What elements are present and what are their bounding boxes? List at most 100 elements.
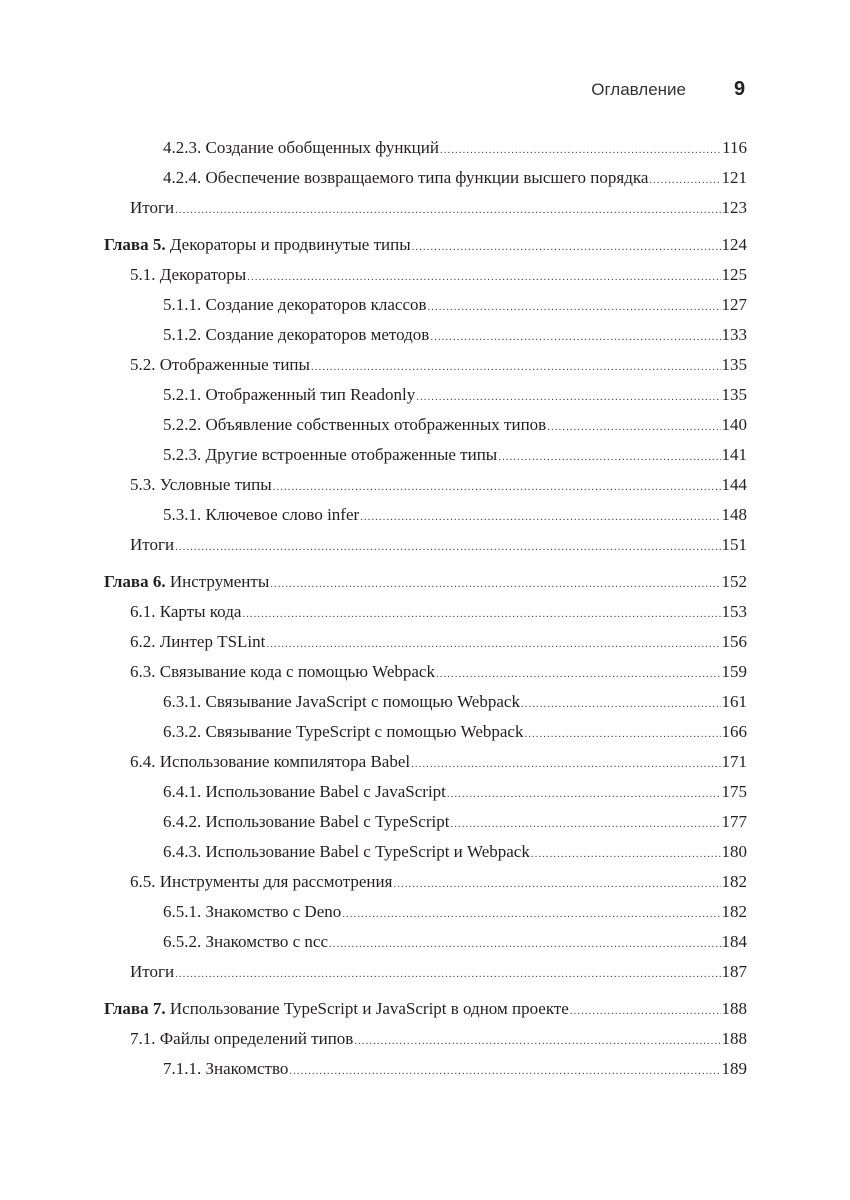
toc-entry[interactable]: 7.1.1. Знакомство 189: [104, 1054, 747, 1084]
toc-entry[interactable]: 4.2.4. Обеспечение возвращаемого типа фу…: [104, 163, 747, 193]
toc-entry-page: 144: [721, 475, 748, 494]
dot-leader: [393, 869, 720, 899]
toc-entry-label: 5.1.1. Создание декораторов классов: [163, 295, 427, 314]
toc-entry-page: 153: [721, 602, 748, 621]
toc-entry[interactable]: 6.5.1. Знакомство с Deno 182: [104, 897, 747, 927]
chapter-title: Инструменты: [165, 572, 270, 591]
running-header-title: Оглавление: [591, 80, 686, 99]
toc-entry-label: 6.4.1. Использование Babel с JavaScript: [163, 782, 446, 801]
dot-leader: [175, 532, 720, 562]
toc-entry-label: 5.3.1. Ключевое слово infer: [163, 505, 360, 524]
toc-entry-page: 135: [721, 355, 748, 374]
toc-entry[interactable]: 5.1.2. Создание декораторов методов 133: [104, 320, 747, 350]
toc-entry[interactable]: 5.3.1. Ключевое слово infer 148: [104, 500, 747, 530]
toc-entry-page: 141: [721, 445, 748, 464]
toc-entry-page: 188: [721, 999, 748, 1018]
dot-leader: [531, 839, 721, 869]
toc-entry[interactable]: Итоги 187: [104, 957, 747, 987]
toc-entry[interactable]: 6.2. Линтер TSLint 156: [104, 627, 747, 657]
toc-entry-page: 148: [721, 505, 748, 524]
toc-entry[interactable]: 6.4. Использование компилятора Babel 171: [104, 747, 747, 777]
toc-entry-label: 4.2.4. Обеспечение возвращаемого типа фу…: [163, 168, 649, 187]
dot-leader: [273, 472, 721, 502]
dot-leader: [570, 996, 721, 1026]
dot-leader: [430, 322, 720, 352]
dot-leader: [175, 959, 720, 989]
toc-entry-page: 177: [721, 812, 748, 831]
page-number: 9: [734, 78, 746, 100]
toc-entry-label: Глава 5. Декораторы и продвинутые типы: [104, 230, 411, 260]
toc-entry-page: 189: [721, 1059, 748, 1078]
toc-entry-label: 5.3. Условные типы: [130, 475, 272, 494]
toc-entry-label: 6.4.2. Использование Babel с TypeScript: [163, 812, 450, 831]
toc-entry[interactable]: 6.5.2. Знакомство с ncc 184: [104, 927, 747, 957]
toc-entry-page: 184: [721, 932, 748, 951]
toc-entry-page: 152: [721, 572, 748, 591]
dot-leader: [447, 779, 721, 809]
toc-entry[interactable]: 6.3.1. Связывание JavaScript с помощью W…: [104, 687, 747, 717]
toc-entry[interactable]: 5.2.2. Объявление собственных отображенн…: [104, 410, 747, 440]
toc-entry[interactable]: 5.2.3. Другие встроенные отображенные ти…: [104, 440, 747, 470]
toc-entry-label: 5.1. Декораторы: [130, 265, 247, 284]
toc-entry[interactable]: 6.5. Инструменты для рассмотрения 182: [104, 867, 747, 897]
toc-entry-page: 135: [721, 385, 748, 404]
toc-entry[interactable]: 6.4.2. Использование Babel с TypeScript 1…: [104, 807, 747, 837]
dot-leader: [270, 569, 720, 599]
dot-leader: [428, 292, 721, 322]
toc-entry-label: 6.3. Связывание кода с помощью Webpack: [130, 662, 435, 681]
toc-entry-page: 187: [721, 962, 748, 981]
toc-entry-label: Итоги: [130, 198, 175, 217]
toc-entry-label: 6.3.1. Связывание JavaScript с помощью W…: [163, 692, 520, 711]
toc-entry-label: 6.5.2. Знакомство с ncc: [163, 932, 329, 951]
toc-entry[interactable]: 5.2. Отображенные типы 135: [104, 350, 747, 380]
toc-entry-page: 175: [721, 782, 748, 801]
toc-chapter-entry[interactable]: Глава 7. Использование TypeScript и Java…: [104, 994, 747, 1024]
toc-entry-page: 159: [721, 662, 748, 681]
toc-entry[interactable]: 4.2.3. Создание обобщенных функций 116: [104, 133, 747, 163]
toc-entry-label: Итоги: [130, 535, 175, 554]
toc-entry-page: 180: [721, 842, 748, 861]
chapter-title: Использование TypeScript и JavaScript в …: [165, 999, 569, 1018]
toc-entry-label: 6.3.2. Связывание TypeScript с помощью W…: [163, 722, 524, 741]
dot-leader: [547, 412, 720, 442]
toc-entry-page: 171: [721, 752, 748, 771]
chapter-prefix: Глава 7.: [104, 999, 166, 1018]
toc-entry[interactable]: 6.1. Карты кода 153: [104, 597, 747, 627]
toc-entry[interactable]: Итоги 151: [104, 530, 747, 560]
toc-chapter-entry[interactable]: Глава 6. Инструменты 152: [104, 567, 747, 597]
chapter-title: Декораторы и продвинутые типы: [165, 235, 411, 254]
toc-entry-label: 5.2.1. Отображенный тип Readonly: [163, 385, 416, 404]
toc-entry-page: 124: [721, 235, 748, 254]
dot-leader: [311, 352, 721, 382]
toc-entry-page: 133: [721, 325, 748, 344]
toc-entry[interactable]: 7.1. Файлы определений типов 188: [104, 1024, 747, 1054]
dot-leader: [498, 442, 720, 472]
toc-entry-page: 151: [721, 535, 748, 554]
toc-entry-label: 6.4. Использование компилятора Babel: [130, 752, 411, 771]
dot-leader: [436, 659, 721, 689]
toc-entry[interactable]: 6.3.2. Связывание TypeScript с помощью W…: [104, 717, 747, 747]
table-of-contents: 4.2.3. Создание обобщенных функций1164.2…: [104, 133, 747, 1084]
toc-entry-label: 6.2. Линтер TSLint: [130, 632, 266, 651]
toc-entry[interactable]: 5.2.1. Отображенный тип Readonly 135: [104, 380, 747, 410]
toc-entry[interactable]: Итоги 123: [104, 193, 747, 223]
toc-entry-page: 182: [721, 902, 748, 921]
toc-entry-label: Глава 7. Использование TypeScript и Java…: [104, 994, 569, 1024]
toc-entry[interactable]: 5.3. Условные типы 144: [104, 470, 747, 500]
toc-entry[interactable]: 6.3. Связывание кода с помощью Webpack 15…: [104, 657, 747, 687]
dot-leader: [329, 929, 720, 959]
toc-entry[interactable]: 6.4.3. Использование Babel с TypeScript …: [104, 837, 747, 867]
toc-entry[interactable]: 6.4.1. Использование Babel с JavaScript 1…: [104, 777, 747, 807]
dot-leader: [289, 1056, 720, 1086]
chapter-prefix: Глава 6.: [104, 572, 166, 591]
toc-entry-label: 5.2.2. Объявление собственных отображенн…: [163, 415, 547, 434]
toc-entry[interactable]: 5.1.1. Создание декораторов классов 127: [104, 290, 747, 320]
toc-chapter-entry[interactable]: Глава 5. Декораторы и продвинутые типы 12…: [104, 230, 747, 260]
toc-entry-label: 5.2. Отображенные типы: [130, 355, 310, 374]
toc-entry[interactable]: 5.1. Декораторы 125: [104, 260, 747, 290]
toc-entry-label: 6.1. Карты кода: [130, 602, 242, 621]
toc-entry-label: Итоги: [130, 962, 175, 981]
toc-entry-label: 6.4.3. Использование Babel с TypeScript …: [163, 842, 530, 861]
toc-entry-label: 4.2.3. Создание обобщенных функций: [163, 138, 439, 157]
toc-entry-page: 123: [721, 198, 748, 217]
